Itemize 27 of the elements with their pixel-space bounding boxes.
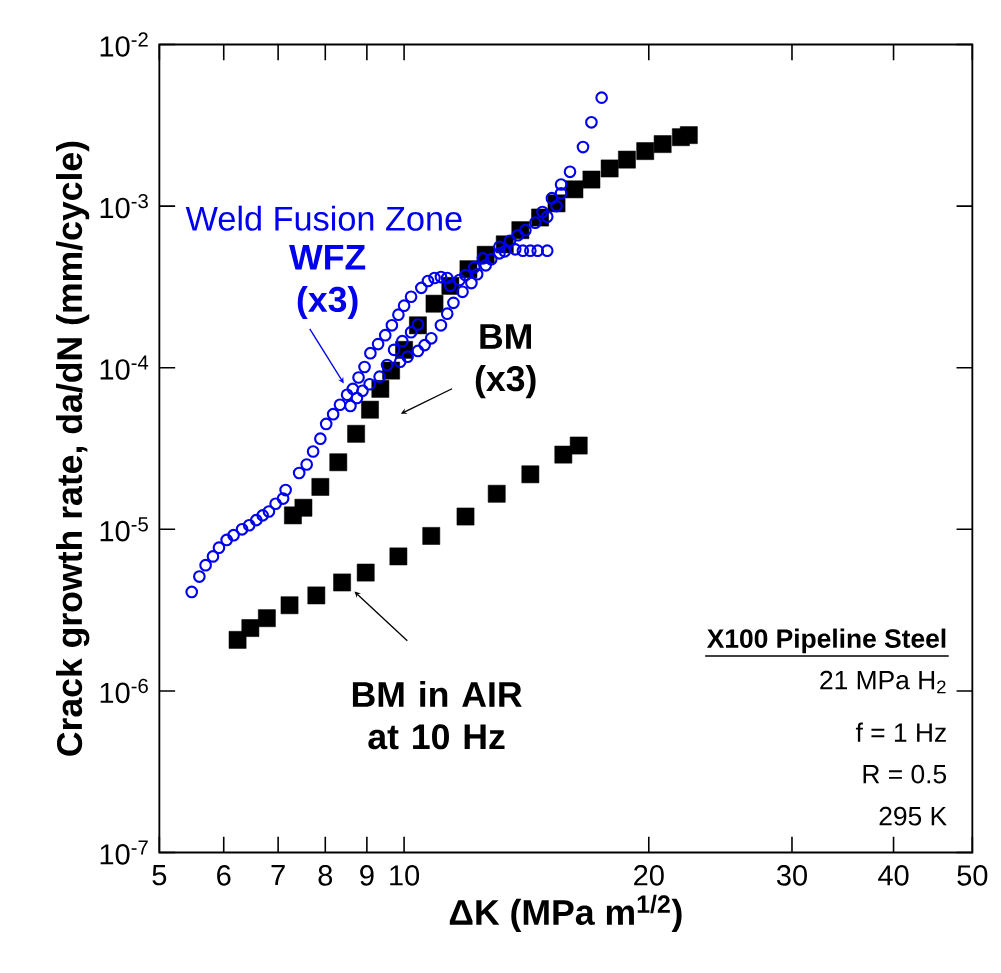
x-tick-label: 10: [390, 865, 420, 886]
annotation: BM in AIR at 10 Hz: [352, 680, 522, 750]
annotation: 21 MPa H$_{2}$: [820, 670, 946, 694]
x-axis-title: ΔK (MPa m$^{1/2}$): [449, 894, 682, 932]
y-tick-label: 10$^{-2}$: [100, 32, 148, 57]
x-tick-label: 20: [634, 865, 664, 886]
y-tick-label: 10$^{-5}$: [100, 517, 148, 542]
x-tick-label: 7: [271, 865, 285, 885]
x-tick-label: 5: [152, 865, 167, 886]
annotation: 295 K: [879, 806, 947, 826]
y-tick-label: 10$^{-6}$: [100, 678, 148, 704]
annotation: WFZ (x3): [289, 244, 366, 320]
x-tick-label: 40: [878, 865, 909, 886]
y-tick-label: 10$^{-3}$: [100, 193, 148, 219]
x-tick-label: 6: [217, 865, 231, 886]
annotation: X100 Pipeline Steel: [706, 628, 946, 654]
annotation: Weld Fusion Zone: [185, 205, 462, 231]
y-tick-label: 10$^{-4}$: [100, 355, 149, 380]
y-tick-label: 10$^{-7}$: [100, 840, 148, 865]
annotation: R = 0.5: [863, 764, 947, 784]
y-axis-title: Crack growth rate, da/dN (mm/cycle): [56, 141, 90, 756]
x-tick-label: 50: [957, 865, 988, 886]
x-tick-label: 9: [360, 865, 374, 886]
x-tick-label: 8: [318, 865, 333, 886]
annotation: f = 1 Hz: [855, 722, 946, 742]
annotation: BM (x3): [475, 324, 536, 399]
x-tick-label: 30: [776, 865, 807, 886]
